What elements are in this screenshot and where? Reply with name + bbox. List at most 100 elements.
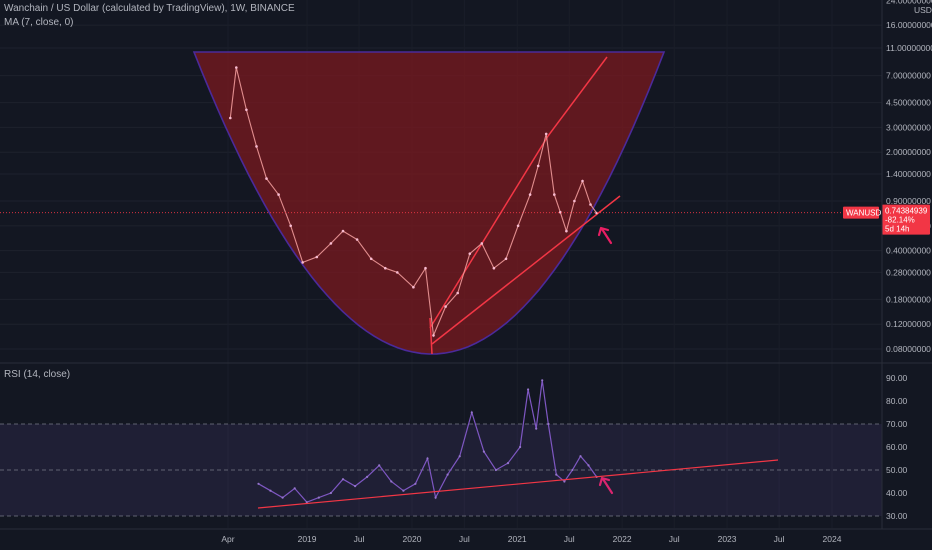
price-point <box>536 164 540 168</box>
rsi-point <box>281 496 284 499</box>
rsi-point <box>402 489 405 492</box>
price-point <box>432 334 435 337</box>
x-tick-label: Jul <box>564 534 575 544</box>
rsi-point <box>506 462 510 465</box>
rsi-point <box>470 411 473 414</box>
rsi-point <box>341 478 345 481</box>
badge-symbol: WANUSD <box>846 209 881 218</box>
rsi-point <box>547 422 550 426</box>
rsi-tick-label: 40.00 <box>886 488 908 498</box>
price-point <box>277 193 280 196</box>
price-axis: 24.00000000 16.00000000 11.00000000 7.00000… <box>886 0 932 354</box>
price-point <box>301 261 305 264</box>
rsi-point <box>329 491 332 495</box>
x-tick-label: 2021 <box>508 534 527 544</box>
rsi-tick-label: 30.00 <box>886 511 908 521</box>
x-tick-label: Jul <box>459 534 470 544</box>
channel-line <box>429 317 433 355</box>
rsi-point <box>434 496 437 499</box>
price-point <box>245 108 248 112</box>
x-tick-label: Jul <box>669 534 680 544</box>
annotation-arrows <box>597 226 614 495</box>
price-axis-unit: USD <box>914 5 932 15</box>
price-point <box>528 193 532 196</box>
price-point <box>553 193 556 196</box>
price-point <box>504 257 508 261</box>
price-point <box>229 116 232 120</box>
price-point <box>255 145 258 148</box>
price-tick-label: 11.00000000 <box>886 43 932 53</box>
price-point <box>396 271 399 274</box>
badge-symbol-bg <box>843 206 879 219</box>
price-point <box>412 285 415 289</box>
price-point <box>355 238 359 241</box>
arrow-head <box>598 476 611 487</box>
arrow-shaft <box>600 227 613 245</box>
price-series <box>229 66 598 338</box>
rsi-point <box>555 473 558 476</box>
rsi-axis: 90.00 80.00 70.00 60.00 50.00 40.00 30.00 <box>886 373 908 521</box>
price-point <box>480 242 484 245</box>
rsi-tick-label: 50.00 <box>886 465 908 475</box>
price-point <box>544 132 548 136</box>
price-tick-label: 0.90000000 <box>886 196 931 206</box>
price-tick-label: 4.50000000 <box>886 98 931 108</box>
price-tick-label: 0.12000000 <box>886 319 931 329</box>
rsi-point <box>563 480 566 483</box>
arrow-head <box>597 226 610 237</box>
channel-line <box>431 195 621 345</box>
price-point <box>341 229 345 233</box>
price-point <box>424 266 427 270</box>
price-tick-label: 16.00000000 <box>886 20 932 30</box>
rsi-point <box>354 485 357 488</box>
rsi-point <box>305 501 308 504</box>
rsi-trend-line <box>257 459 779 509</box>
price-tick-label: 24.00000000 <box>886 0 932 5</box>
cup-pattern-shape <box>192 51 666 355</box>
rsi-tick-label: 80.00 <box>886 396 908 406</box>
price-point <box>315 255 319 259</box>
rsi-point <box>579 455 582 458</box>
price-point <box>289 224 293 228</box>
x-tick-label: 2020 <box>403 534 422 544</box>
rsi-point <box>257 482 260 485</box>
rsi-point <box>587 464 590 467</box>
channel-line <box>547 56 608 137</box>
price-point <box>565 229 568 233</box>
rsi-series <box>257 379 598 504</box>
price-point <box>329 242 333 245</box>
price-point <box>573 199 576 203</box>
x-tick-label: 2022 <box>613 534 632 544</box>
chart-title: Wanchain / US Dollar (calculated by Trad… <box>4 3 295 14</box>
badge-change: -82.14% <box>885 216 915 225</box>
rsi-point <box>390 480 393 483</box>
channel-line <box>429 135 549 329</box>
price-point <box>444 305 447 308</box>
rsi-point <box>366 475 369 478</box>
rsi-point <box>426 457 429 460</box>
rsi-point <box>378 464 381 467</box>
x-tick-label: Jul <box>354 534 365 544</box>
price-tick-label: 0.40000000 <box>886 246 931 256</box>
price-tick-label: 0.28000000 <box>886 267 931 277</box>
ma-legend: MA (7, close, 0) <box>4 17 74 28</box>
rsi-point <box>494 468 497 472</box>
rsi-point <box>541 379 544 382</box>
rsi-tick-label: 70.00 <box>886 419 908 429</box>
price-point <box>384 266 387 270</box>
price-point <box>369 257 373 261</box>
rsi-point <box>293 487 296 490</box>
rsi-point <box>269 489 272 492</box>
x-tick-label: 2024 <box>823 534 842 544</box>
price-point <box>559 210 562 214</box>
price-tick-label: 2.00000000 <box>886 147 931 157</box>
price-point <box>456 291 460 295</box>
price-point <box>516 224 520 228</box>
price-point <box>492 266 496 270</box>
price-tick-label: 3.00000000 <box>886 122 931 132</box>
rsi-legend: RSI (14, close) <box>4 369 71 380</box>
price-tick-label: 1.40000000 <box>886 169 931 179</box>
price-tick-label: 0.08000000 <box>886 344 931 354</box>
price-point <box>468 252 472 255</box>
